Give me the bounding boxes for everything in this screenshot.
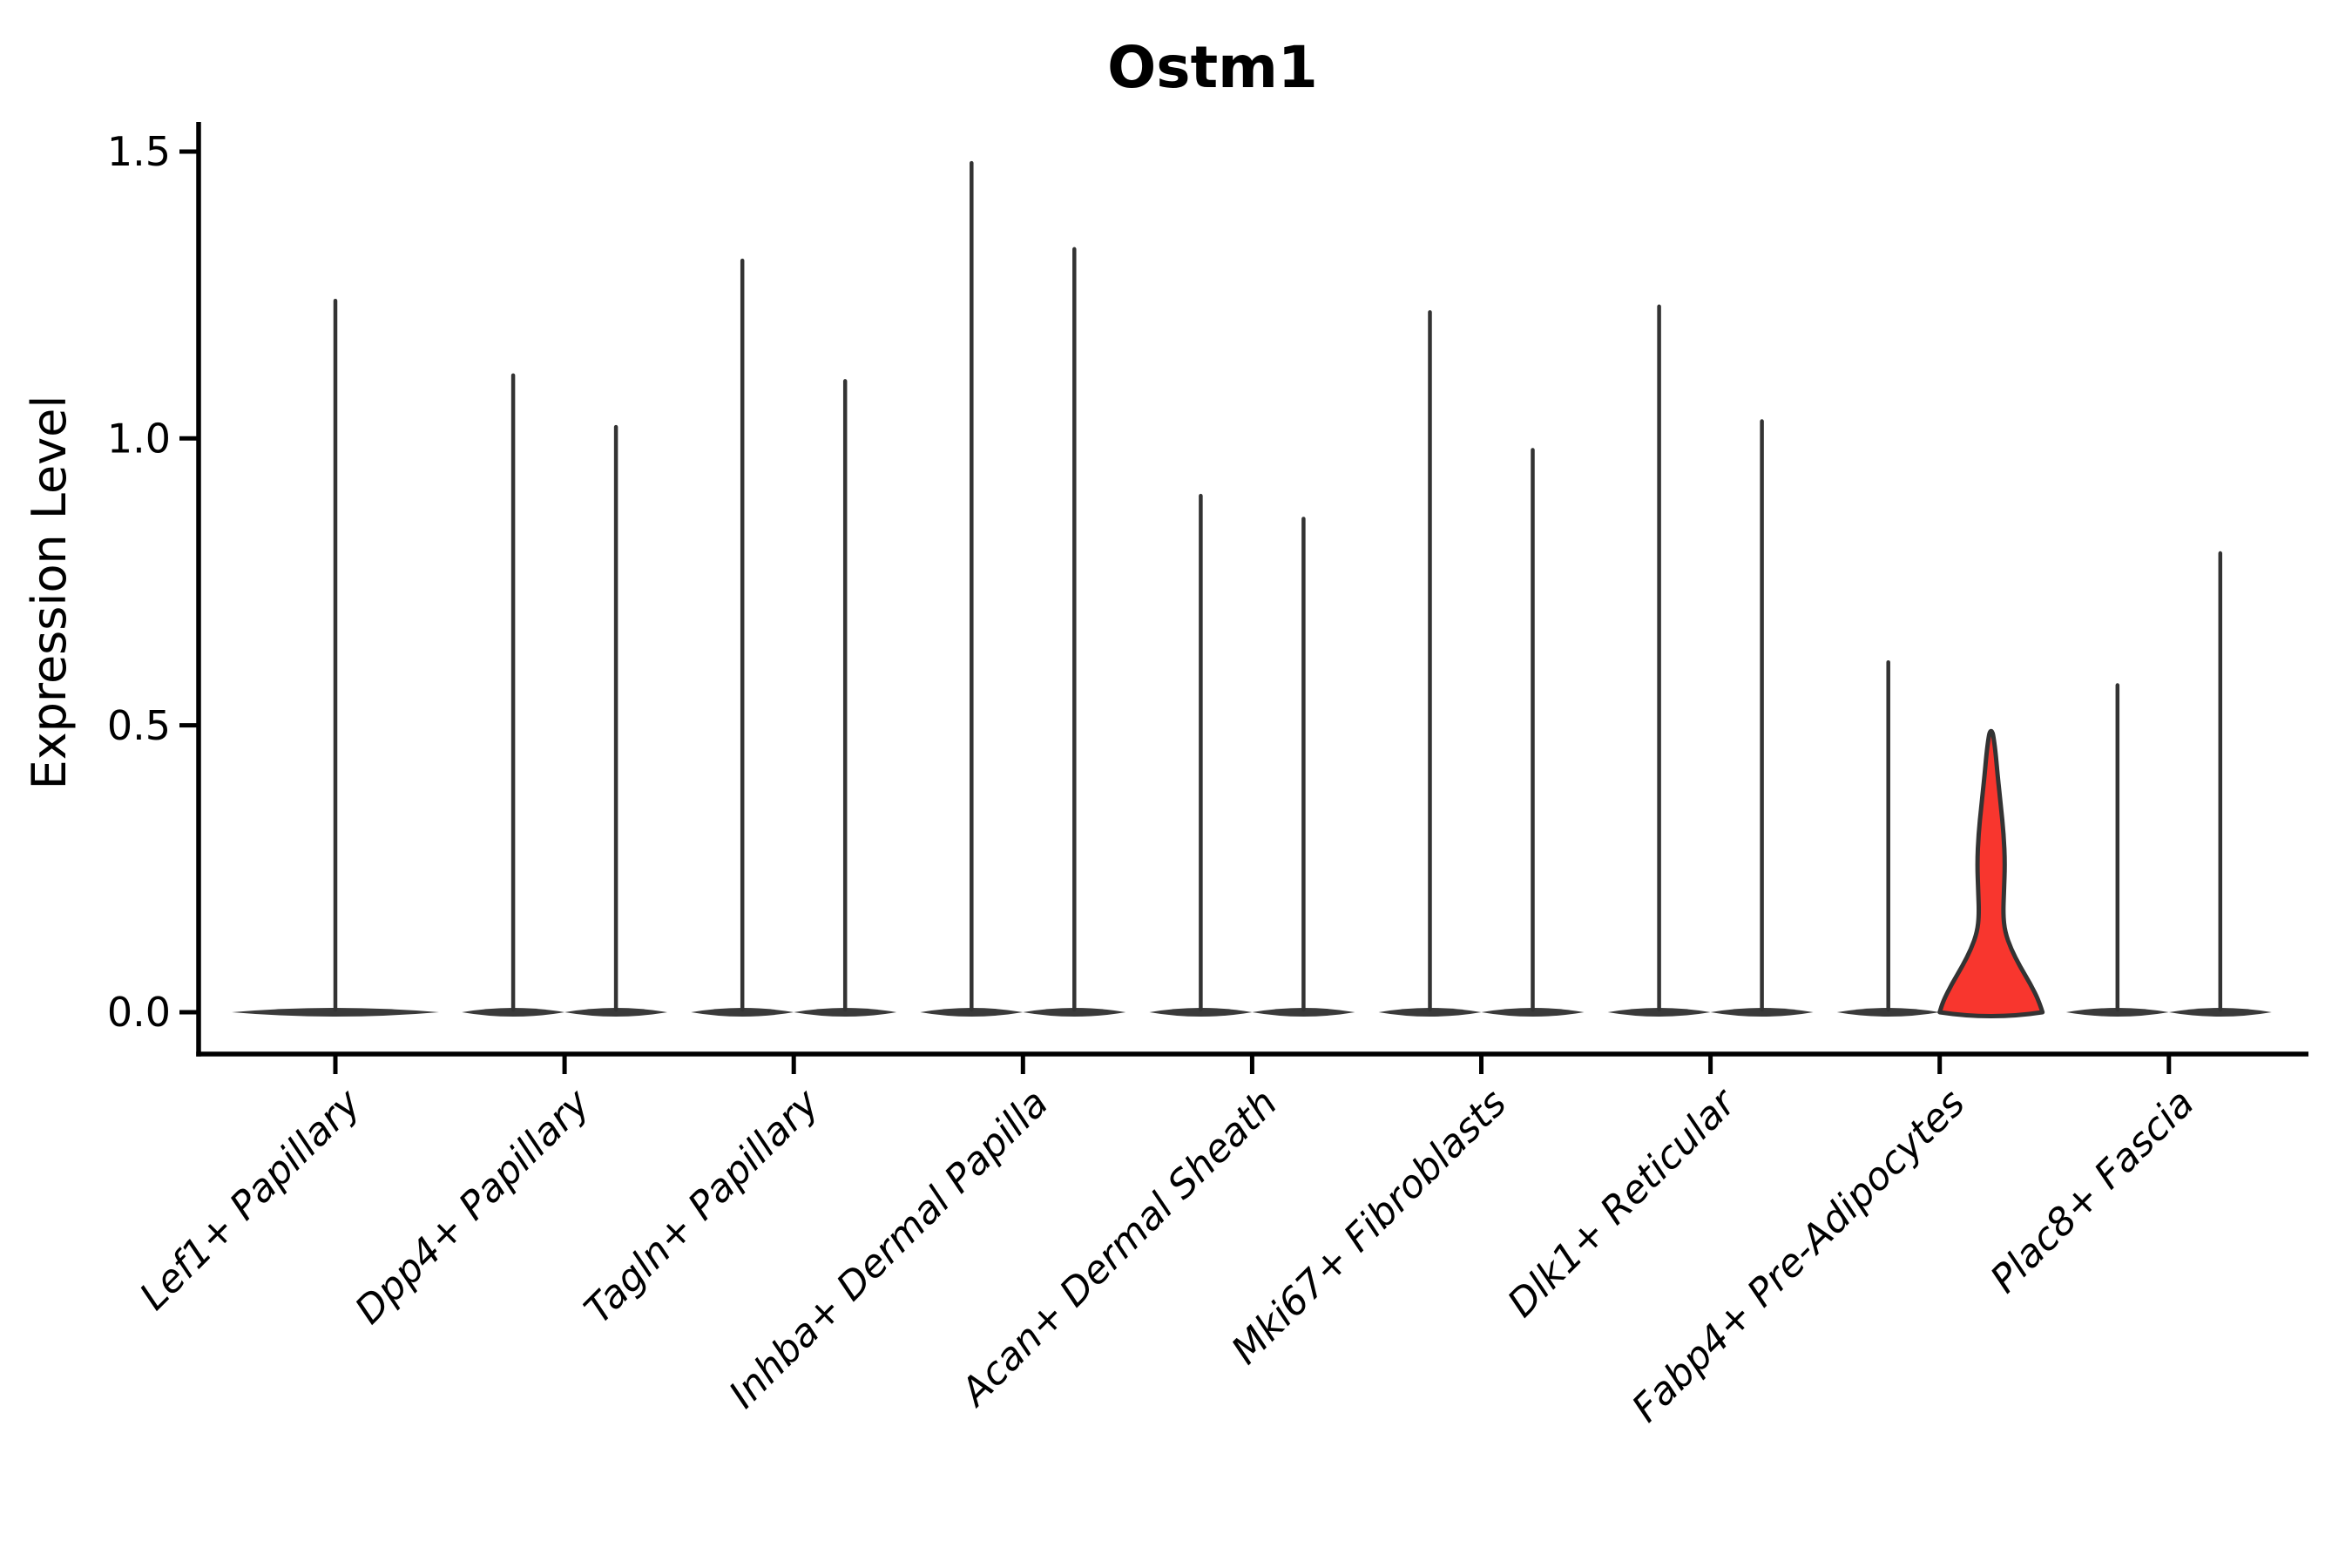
- x-tick-label: Lef1+ Papillary: [132, 1080, 370, 1319]
- violin-base: [2065, 1008, 2169, 1017]
- y-tick-label: 1.0: [107, 415, 171, 462]
- chart-title: Ostm1: [1107, 34, 1318, 101]
- x-tick-label: Dpp4+ Papillary: [347, 1080, 599, 1333]
- x-tick-label: Tagln+ Papillary: [576, 1080, 828, 1332]
- violin-base: [1023, 1008, 1126, 1017]
- violin-base: [920, 1008, 1024, 1017]
- violin-base: [564, 1008, 668, 1017]
- violin-base: [232, 1008, 439, 1017]
- violin-base: [1149, 1008, 1253, 1017]
- y-axis-label: Expression Level: [22, 395, 77, 790]
- x-tick-label: Dlk1+ Reticular: [1499, 1079, 1746, 1326]
- violin-base: [1252, 1008, 1355, 1017]
- violin-base: [2168, 1008, 2272, 1017]
- y-tick-label: 0.0: [107, 989, 171, 1036]
- y-tick-label: 0.5: [107, 702, 171, 749]
- violin-base: [1836, 1008, 1940, 1017]
- violin-base: [794, 1008, 897, 1017]
- violin-base: [1710, 1008, 1814, 1017]
- violin-base: [462, 1008, 565, 1017]
- violin-base: [1481, 1008, 1585, 1017]
- violin-marks: [232, 160, 2272, 1018]
- x-tick-label: Plac8+ Fascia: [1982, 1081, 2202, 1301]
- violin-base: [1607, 1008, 1711, 1017]
- violin-base: [691, 1008, 794, 1017]
- highlight-violin: [1937, 728, 2045, 1018]
- y-tick-label: 1.5: [107, 128, 171, 175]
- violin-base: [1378, 1008, 1482, 1017]
